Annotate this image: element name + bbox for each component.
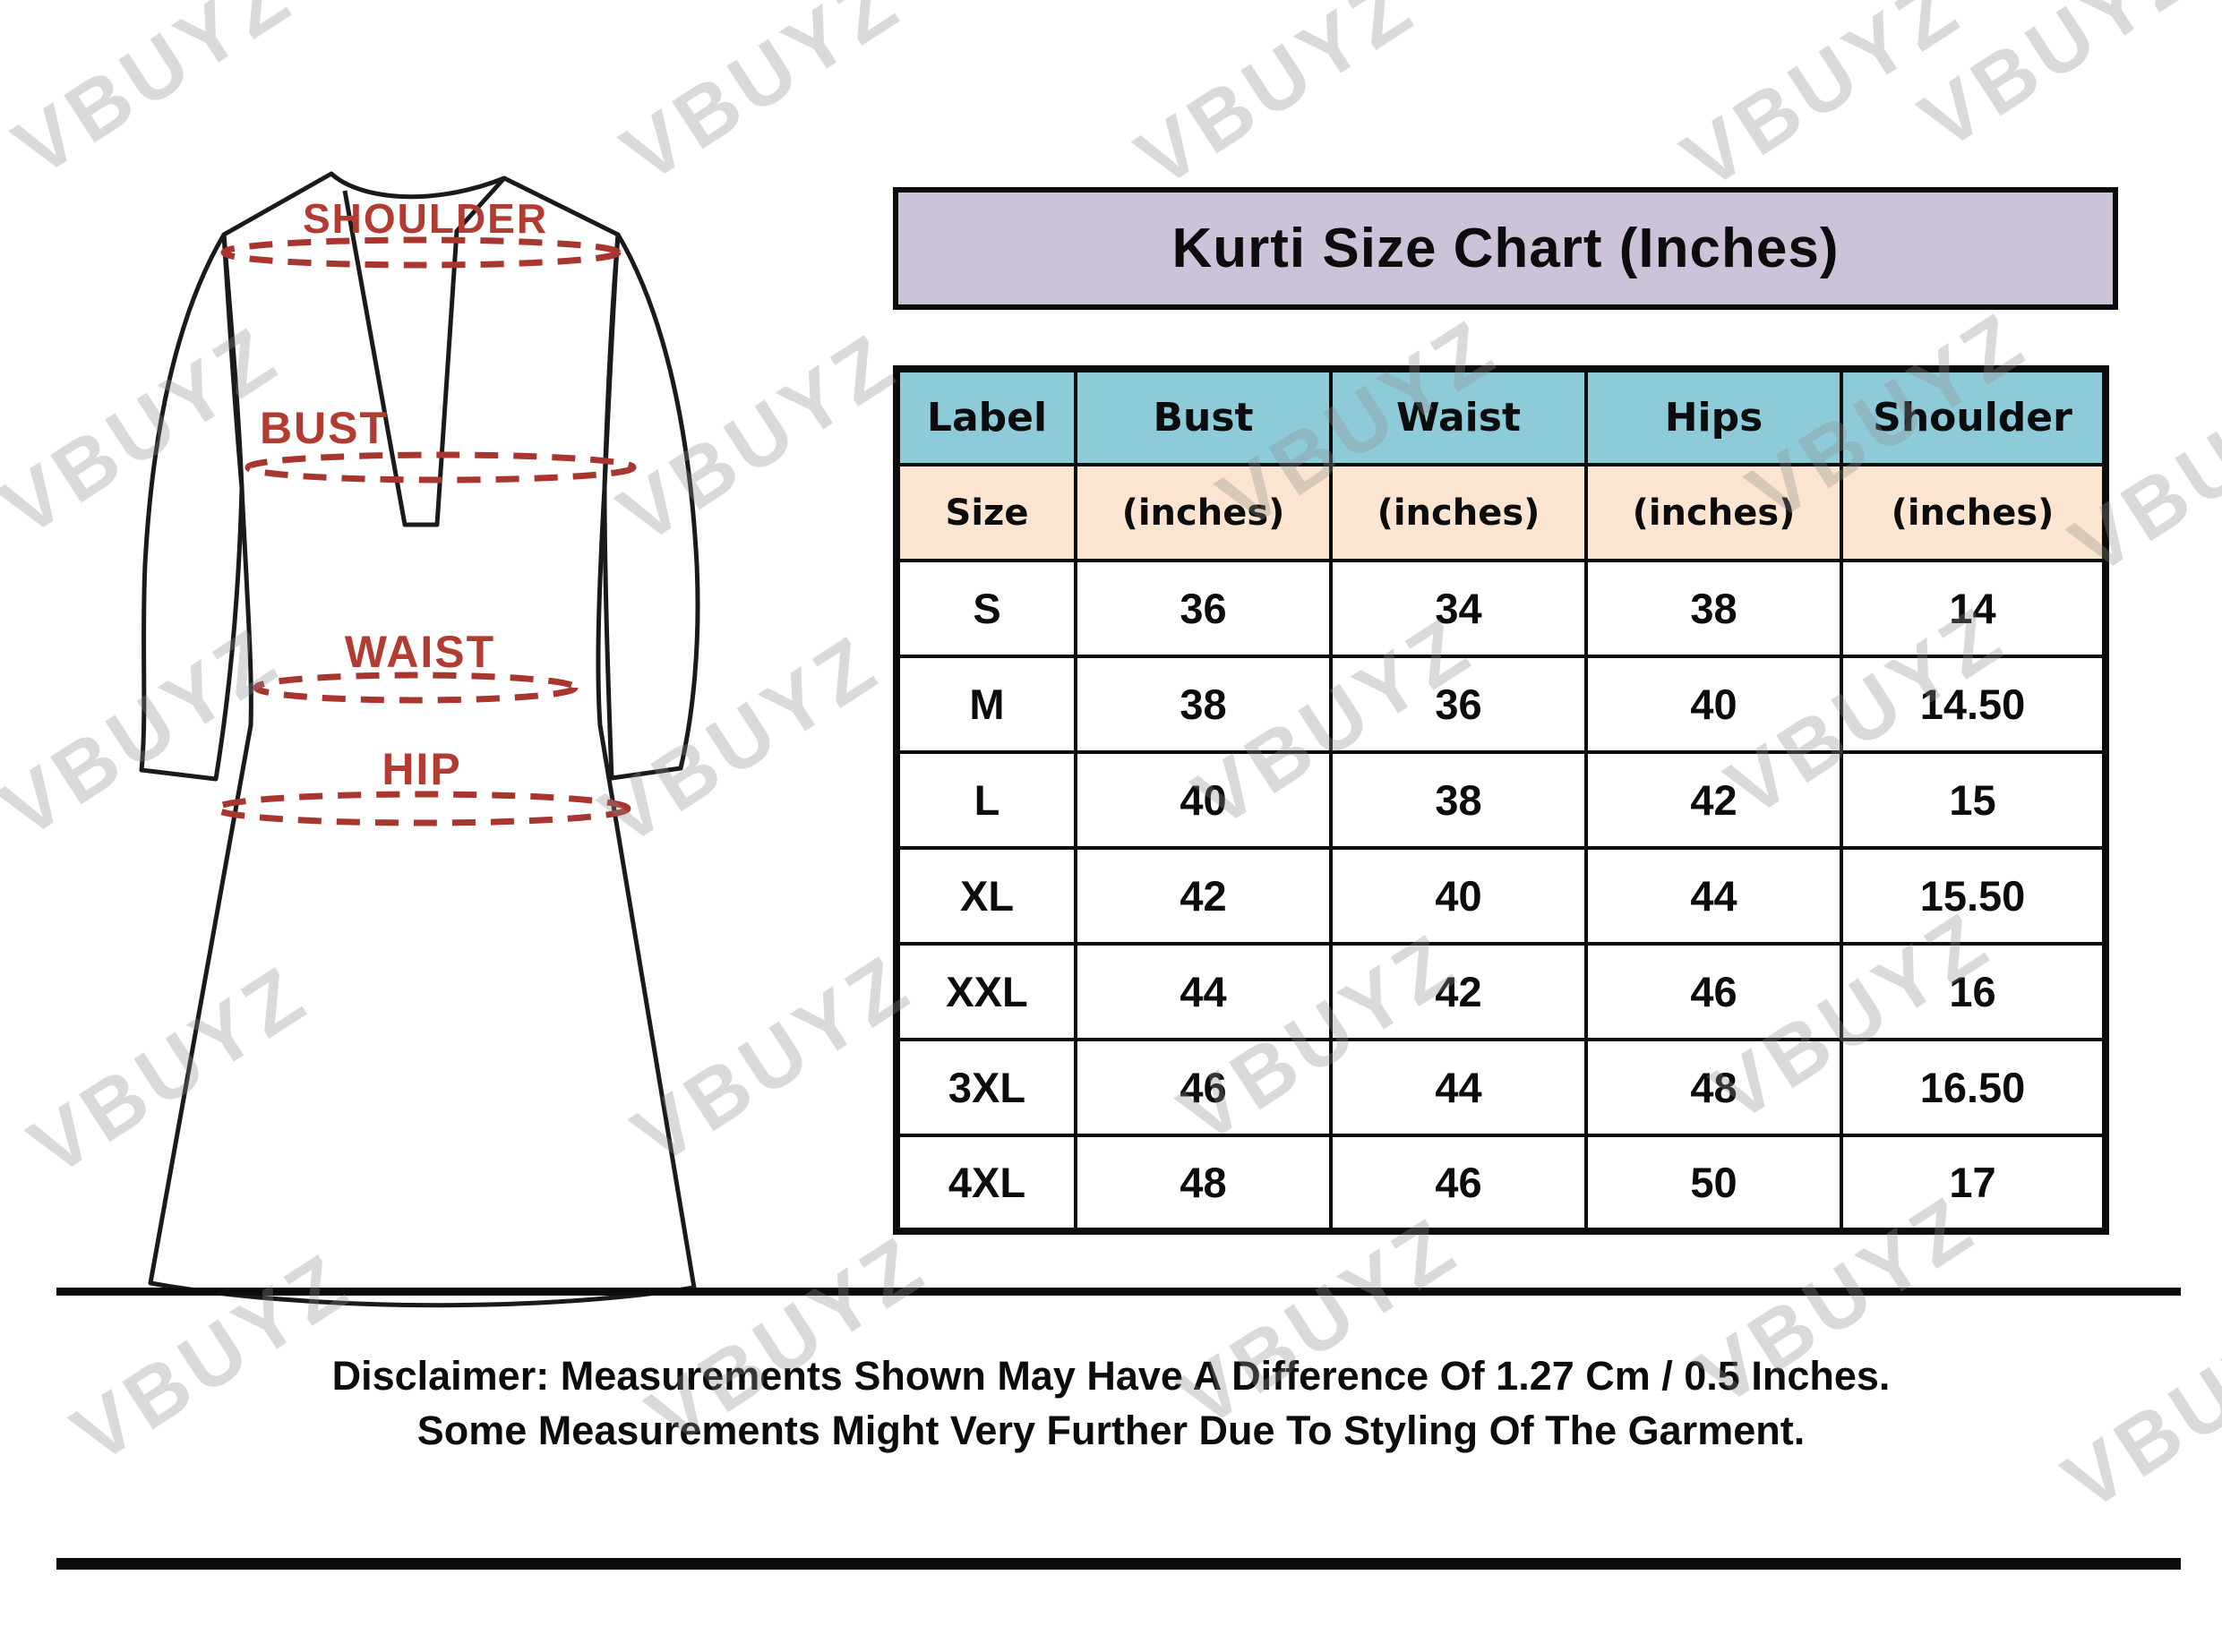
disclaimer-line-1: Disclaimer: Measurements Shown May Have … (331, 1353, 1891, 1399)
col-subheader-size: Size (895, 463, 1077, 562)
cell-size: 4XL (895, 1134, 1077, 1233)
cell-size: 3XL (895, 1038, 1077, 1137)
vbuyz-watermark: VBUYZ (1120, 0, 1431, 205)
cell-shoulder: 14.50 (1840, 655, 2107, 754)
col-subheader-bust-inches: (inches) (1074, 463, 1333, 562)
top-divider-line (56, 1288, 2181, 1296)
cell-bust: 48 (1074, 1134, 1333, 1233)
cell-bust: 42 (1074, 846, 1333, 946)
cell-shoulder: 15.50 (1840, 846, 2107, 946)
cell-hips: 42 (1584, 750, 1843, 850)
cell-waist: 42 (1329, 942, 1588, 1041)
cell-bust: 46 (1074, 1038, 1333, 1137)
hip-label: HIP (382, 744, 461, 794)
kurti-left-sleeve (139, 232, 245, 782)
waist-label: WAIST (345, 627, 495, 677)
cell-shoulder: 17 (1840, 1134, 2107, 1233)
cell-bust: 38 (1074, 655, 1333, 754)
cell-bust: 36 (1074, 559, 1333, 658)
shoulder-label: SHOULDER (303, 195, 548, 242)
vbuyz-watermark: VBUYZ (1667, 0, 1977, 207)
bust-measure-line (245, 451, 637, 484)
cell-waist: 46 (1329, 1134, 1588, 1233)
col-header-waist: Waist (1329, 367, 1588, 466)
bust-label: BUST (260, 403, 389, 453)
cell-waist: 38 (1329, 750, 1588, 850)
disclaimer-line-2: Some Measurements Might Very Further Due… (416, 1408, 1806, 1453)
cell-size: L (895, 750, 1077, 850)
size-row-xxl: XXL 44 42 46 16 (895, 942, 2107, 1041)
size-row-3xl: 3XL 46 44 48 16.50 (895, 1038, 2107, 1137)
size-row-m: M 38 36 40 14.50 (895, 655, 2107, 754)
kurti-right-sleeve (602, 232, 700, 781)
header-row-labels: Label Bust Waist Hips Shoulder (895, 367, 2107, 466)
cell-bust: 40 (1074, 750, 1333, 850)
cell-waist: 34 (1329, 559, 1588, 658)
size-chart-table: Label Bust Waist Hips Shoulder Size (inc… (893, 365, 2109, 1235)
shoulder-measure-line (220, 236, 622, 269)
vbuyz-watermark: VBUYZ (1904, 0, 2215, 167)
cell-shoulder: 16 (1840, 942, 2107, 1041)
cell-shoulder: 16.50 (1840, 1038, 2107, 1137)
header-row-units: Size (inches) (inches) (inches) (inches) (895, 463, 2107, 562)
chart-title: Kurti Size Chart (Inches) (1171, 218, 1840, 279)
size-row-l: L 40 38 42 15 (895, 750, 2107, 850)
disclaimer-text: Disclaimer: Measurements Shown May Have … (0, 1348, 2222, 1458)
cell-size: XXL (895, 942, 1077, 1041)
col-header-hips: Hips (1584, 367, 1843, 466)
size-row-4xl: 4XL 48 46 50 17 (895, 1134, 2107, 1233)
cell-waist: 44 (1329, 1038, 1588, 1137)
cell-bust: 44 (1074, 942, 1333, 1041)
kurti-neck-slit (342, 176, 506, 527)
cell-hips: 46 (1584, 942, 1843, 1041)
cell-waist: 40 (1329, 846, 1588, 946)
cell-hips: 38 (1584, 559, 1843, 658)
col-subheader-waist-inches: (inches) (1329, 463, 1588, 562)
col-subheader-shoulder-inches: (inches) (1840, 463, 2107, 562)
col-subheader-hips-inches: (inches) (1584, 463, 1843, 562)
cell-hips: 50 (1584, 1134, 1843, 1233)
cell-hips: 44 (1584, 846, 1843, 946)
cell-shoulder: 15 (1840, 750, 2107, 850)
cell-size: M (895, 655, 1077, 754)
cell-size: S (895, 559, 1077, 658)
chart-title-box: Kurti Size Chart (Inches) (893, 187, 2118, 310)
col-header-label: Label (895, 367, 1077, 466)
col-header-shoulder: Shoulder (1840, 367, 2107, 466)
waist-measure-line (253, 672, 579, 704)
kurti-diagram: SHOULDER BUST WAIST HIP (139, 171, 700, 1308)
cell-shoulder: 14 (1840, 559, 2107, 658)
bottom-divider-line (56, 1558, 2181, 1570)
col-header-bust: Bust (1074, 367, 1333, 466)
cell-hips: 48 (1584, 1038, 1843, 1137)
cell-waist: 36 (1329, 655, 1588, 754)
size-row-s: S 36 34 38 14 (895, 559, 2107, 658)
cell-hips: 40 (1584, 655, 1843, 754)
hip-measure-line (212, 791, 631, 826)
cell-size: XL (895, 846, 1077, 946)
size-row-xl: XL 42 40 44 15.50 (895, 846, 2107, 946)
